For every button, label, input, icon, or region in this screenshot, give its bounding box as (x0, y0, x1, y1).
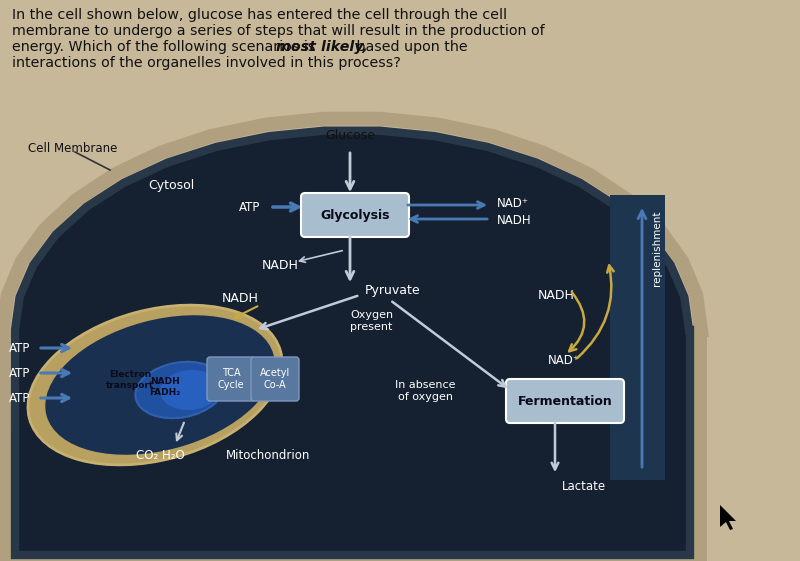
PathPatch shape (15, 131, 690, 555)
Text: Cytosol: Cytosol (148, 178, 194, 191)
Ellipse shape (135, 362, 225, 418)
FancyBboxPatch shape (207, 357, 255, 401)
Text: Mitochondrion: Mitochondrion (226, 448, 310, 462)
Text: Electron
transport: Electron transport (106, 370, 154, 390)
Text: ATP: ATP (9, 392, 30, 404)
Text: In absence
of oxygen: In absence of oxygen (394, 380, 455, 402)
Text: Glycolysis: Glycolysis (320, 209, 390, 222)
Text: NAD⁺: NAD⁺ (497, 196, 529, 209)
FancyBboxPatch shape (301, 193, 409, 237)
Text: CO₂ H₂O: CO₂ H₂O (136, 448, 184, 462)
Text: energy. Which of the following scenarios is: energy. Which of the following scenarios… (12, 40, 320, 54)
Text: interactions of the organelles involved in this process?: interactions of the organelles involved … (12, 56, 401, 70)
Text: NADH: NADH (262, 259, 298, 272)
Text: NADH: NADH (538, 288, 575, 301)
Text: TCA
Cycle: TCA Cycle (218, 368, 244, 390)
Text: ATP: ATP (238, 200, 260, 214)
Text: most likely,: most likely, (276, 40, 368, 54)
Text: NADH: NADH (222, 292, 258, 305)
Text: ATP: ATP (9, 342, 30, 355)
Bar (610, 195, 665, 480)
Text: membrane to undergo a series of steps that will result in the production of: membrane to undergo a series of steps th… (12, 24, 545, 38)
Text: NAD⁺: NAD⁺ (548, 353, 580, 366)
Text: Oxygen
present: Oxygen present (350, 310, 393, 332)
Text: replenishment: replenishment (652, 210, 662, 286)
Polygon shape (720, 505, 736, 530)
Text: Fermentation: Fermentation (518, 394, 612, 407)
FancyBboxPatch shape (506, 379, 624, 423)
Text: Pyruvate: Pyruvate (365, 283, 421, 297)
Text: Glucose: Glucose (325, 128, 375, 141)
Ellipse shape (160, 370, 220, 410)
Text: based upon the: based upon the (352, 40, 468, 54)
Text: In the cell shown below, glucose has entered the cell through the cell: In the cell shown below, glucose has ent… (12, 8, 507, 22)
Text: Acetyl
Co-A: Acetyl Co-A (260, 368, 290, 390)
Text: NADH: NADH (497, 214, 532, 227)
Text: ATP: ATP (9, 366, 30, 379)
Ellipse shape (28, 305, 282, 465)
Text: Lactate: Lactate (562, 480, 606, 493)
Text: Cell Membrane: Cell Membrane (28, 141, 118, 154)
FancyBboxPatch shape (251, 357, 299, 401)
Text: NADH
FADH₂: NADH FADH₂ (150, 378, 181, 397)
Ellipse shape (46, 315, 274, 455)
